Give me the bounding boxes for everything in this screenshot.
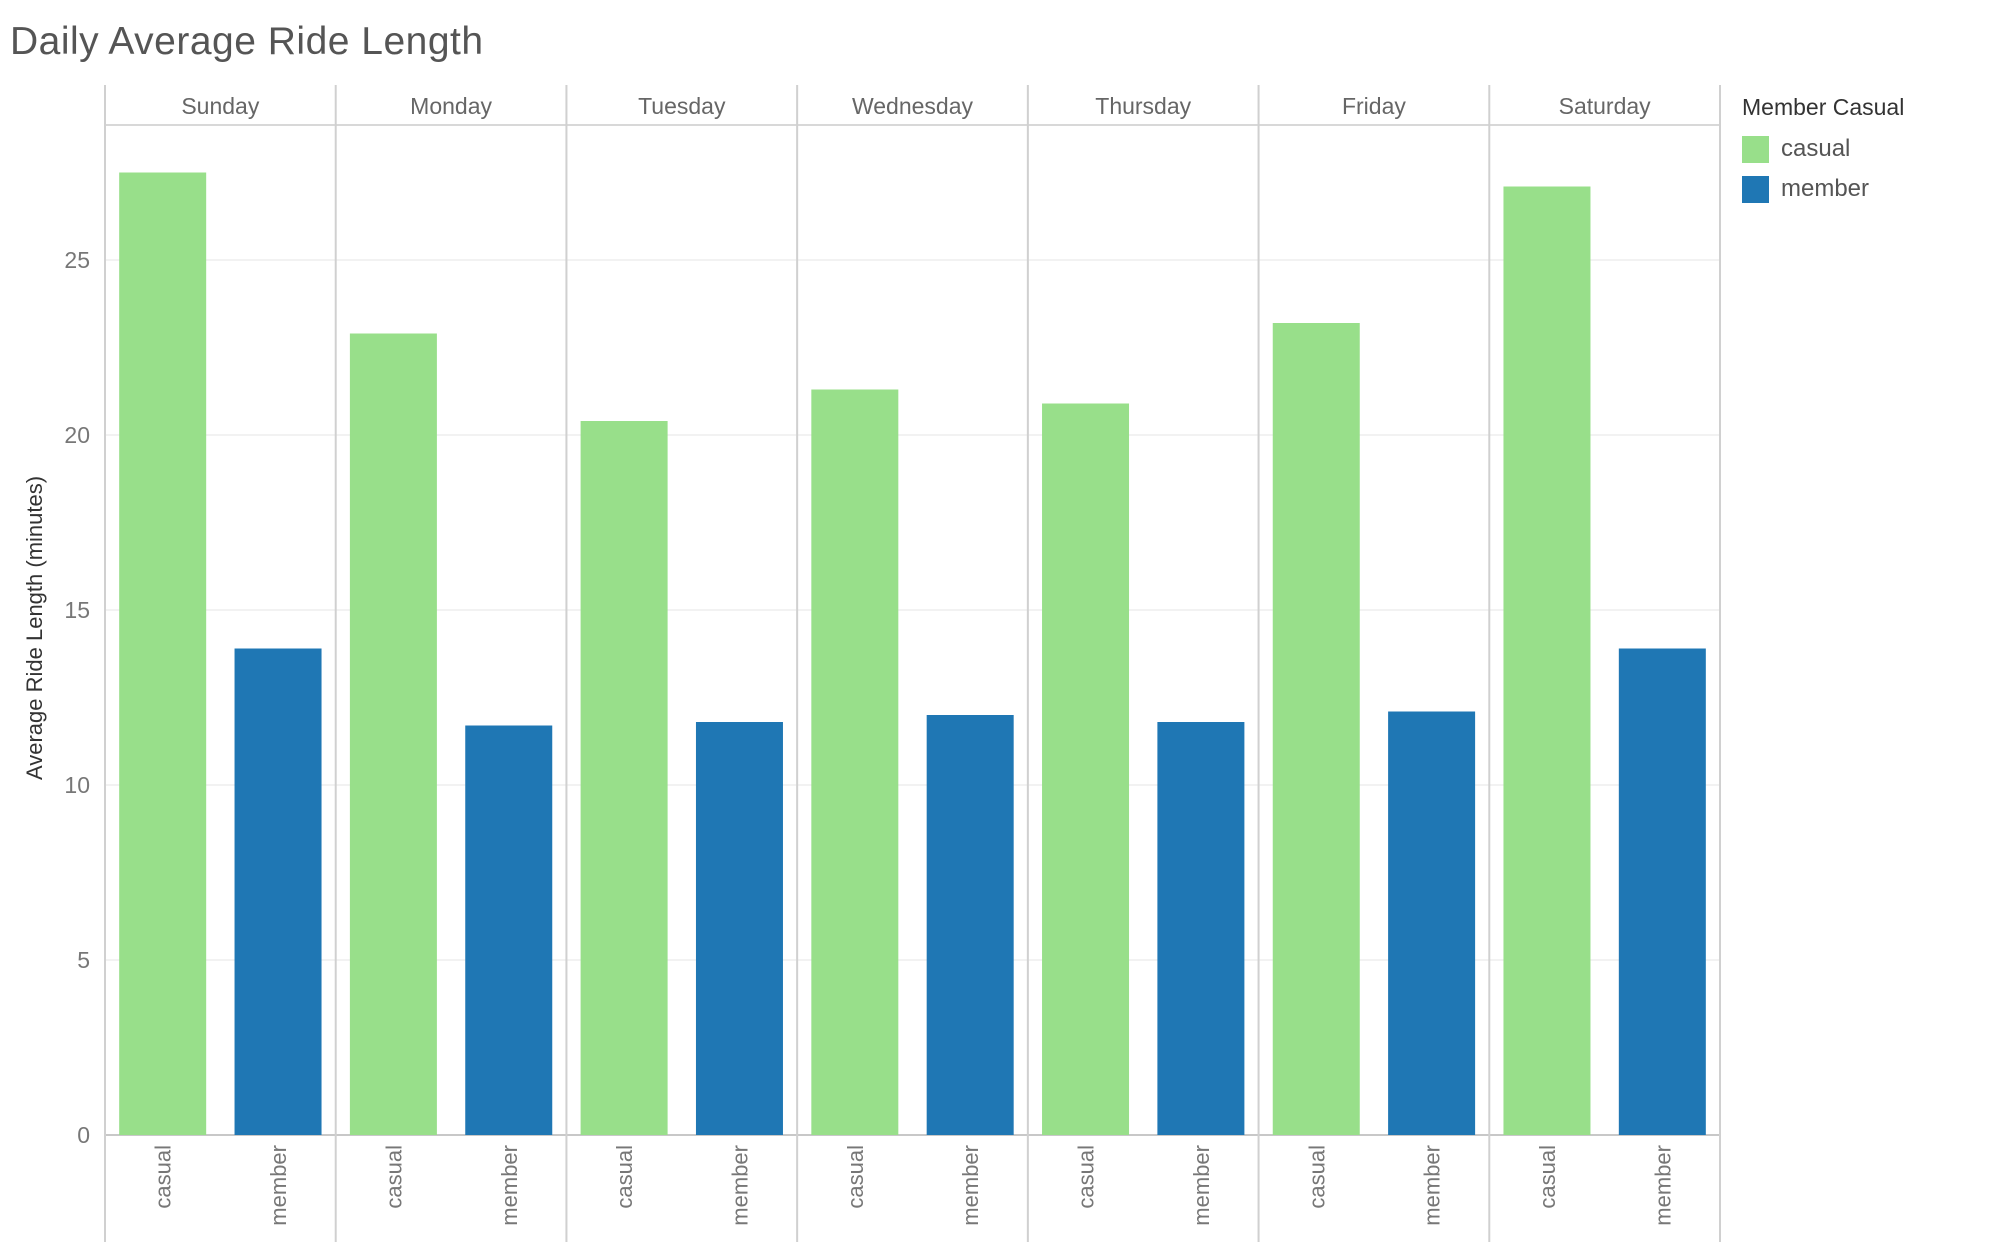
bar-casual-sunday — [119, 172, 207, 1135]
y-tick-label: 0 — [77, 1122, 90, 1148]
y-tick-label: 20 — [64, 422, 90, 448]
y-tick-label: 25 — [64, 247, 90, 273]
panel-header: Monday — [410, 93, 492, 119]
bar-member-thursday — [1157, 722, 1245, 1135]
y-tick-label: 5 — [77, 947, 90, 973]
x-tick-label: member — [497, 1145, 522, 1226]
x-tick-label: member — [727, 1145, 752, 1226]
bar-casual-saturday — [1503, 186, 1591, 1135]
x-tick-label: member — [1189, 1145, 1214, 1226]
legend-item-casual[interactable]: casual — [1742, 129, 1904, 169]
x-tick-label: member — [958, 1145, 983, 1226]
bar-casual-wednesday — [811, 389, 899, 1135]
bar-casual-monday — [349, 333, 437, 1135]
bar-member-tuesday — [695, 722, 783, 1135]
x-tick-label: member — [266, 1145, 291, 1226]
y-tick-label: 15 — [64, 597, 90, 623]
legend: Member Casual casual member — [1742, 94, 1904, 209]
legend-swatch-member — [1742, 175, 1769, 203]
y-axis-label: Average Ride Length (minutes) — [22, 476, 47, 780]
bar-casual-thursday — [1042, 403, 1130, 1135]
chart-title: Daily Average Ride Length — [10, 20, 484, 63]
x-tick-label: casual — [1074, 1145, 1099, 1209]
legend-title: Member Casual — [1742, 94, 1905, 120]
x-tick-label: casual — [612, 1145, 637, 1209]
legend-item-member[interactable]: member — [1742, 169, 1904, 209]
x-tick-label: member — [1650, 1145, 1675, 1226]
panel-header: Thursday — [1095, 93, 1191, 119]
bar-casual-friday — [1272, 323, 1360, 1135]
bar-casual-tuesday — [580, 421, 668, 1135]
x-tick-label: casual — [381, 1145, 406, 1209]
bar-member-monday — [465, 725, 553, 1135]
legend-label-casual: casual — [1781, 135, 1851, 162]
x-tick-label: casual — [151, 1145, 176, 1209]
panel-header: Saturday — [1559, 93, 1652, 119]
legend-label-member: member — [1781, 175, 1870, 202]
bar-member-wednesday — [926, 715, 1014, 1135]
x-tick-label: member — [1420, 1145, 1445, 1226]
bar-member-friday — [1388, 711, 1476, 1135]
legend-swatch-casual — [1742, 135, 1769, 163]
x-tick-label: casual — [1304, 1145, 1329, 1209]
x-tick-label: casual — [843, 1145, 868, 1209]
bar-member-saturday — [1618, 648, 1706, 1135]
x-tick-label: casual — [1535, 1145, 1560, 1209]
panel-header: Tuesday — [638, 93, 726, 119]
bar-member-sunday — [234, 648, 322, 1135]
y-tick-label: 10 — [64, 772, 90, 798]
panel-header: Friday — [1342, 93, 1406, 119]
panel-header: Wednesday — [852, 93, 974, 119]
panel-header: Sunday — [181, 93, 260, 119]
